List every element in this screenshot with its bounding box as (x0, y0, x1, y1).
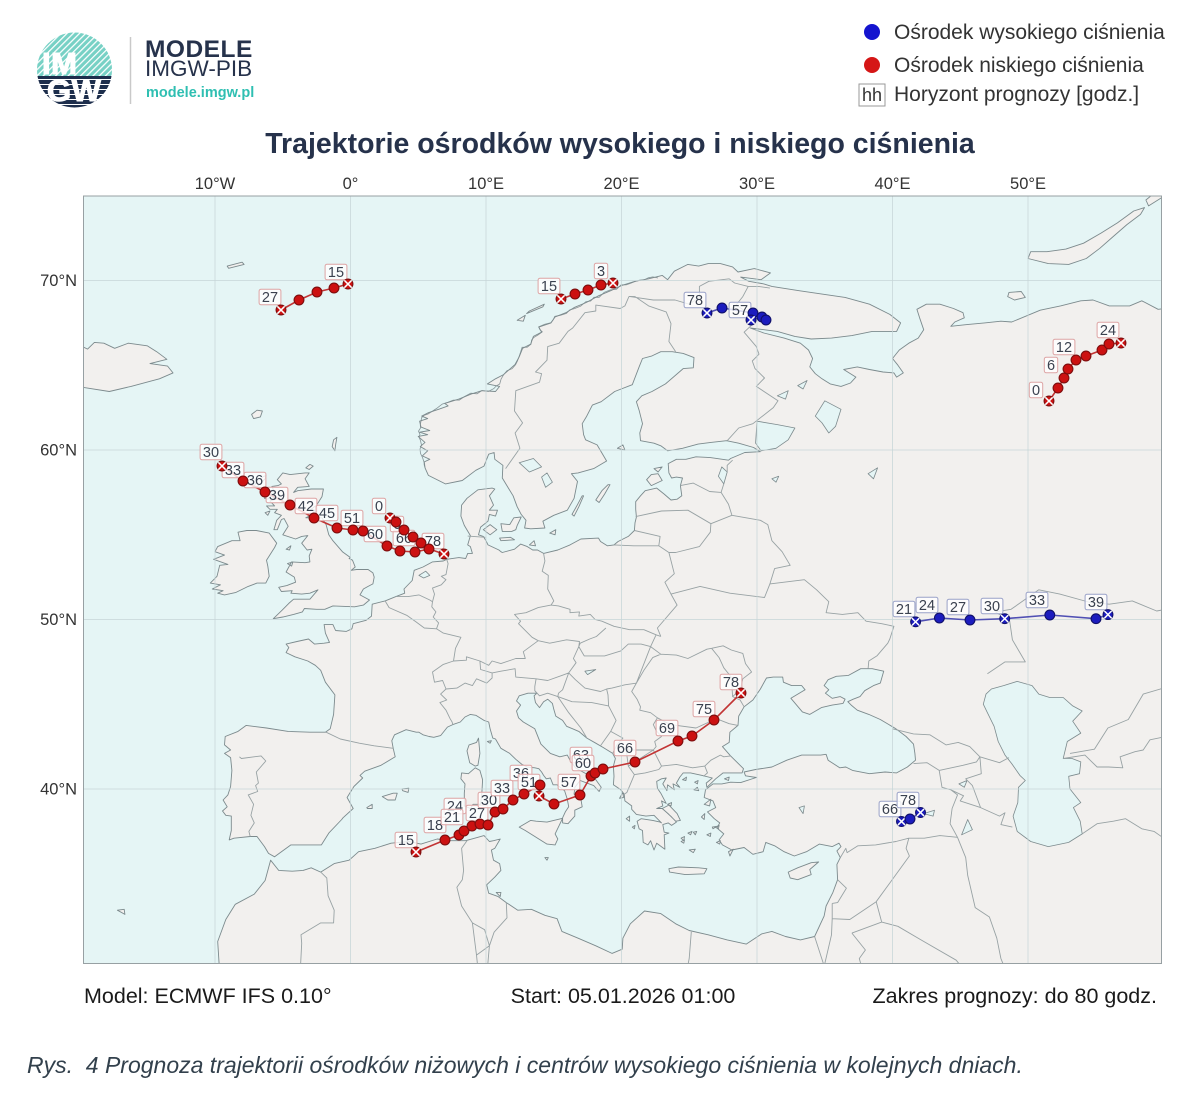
svg-text:10°W: 10°W (195, 175, 236, 193)
svg-text:66: 66 (882, 802, 898, 818)
svg-text:Start: 05.01.2026 01:00: Start: 05.01.2026 01:00 (511, 984, 736, 1008)
svg-text:39: 39 (1088, 595, 1104, 611)
svg-text:40°N: 40°N (40, 781, 77, 799)
svg-text:57: 57 (561, 775, 577, 791)
svg-text:30: 30 (203, 445, 219, 461)
svg-text:60°N: 60°N (40, 442, 77, 460)
svg-text:60: 60 (575, 756, 591, 772)
svg-text:50°N: 50°N (40, 611, 77, 629)
svg-text:51: 51 (521, 775, 537, 791)
svg-text:27: 27 (469, 806, 485, 822)
svg-text:GW: GW (47, 73, 102, 108)
svg-text:42: 42 (298, 499, 314, 515)
svg-text:Model: ECMWF IFS 0.10°: Model: ECMWF IFS 0.10° (84, 984, 332, 1008)
svg-text:Zakres prognozy: do 80 godz.: Zakres prognozy: do 80 godz. (873, 984, 1157, 1008)
svg-text:IM: IM (42, 46, 77, 81)
svg-text:30: 30 (984, 599, 1000, 615)
svg-text:45: 45 (319, 506, 335, 522)
svg-text:Horyzont prognozy [godz.]: Horyzont prognozy [godz.] (894, 83, 1139, 106)
svg-text:40°E: 40°E (875, 175, 911, 193)
svg-text:36: 36 (247, 473, 263, 489)
svg-text:33: 33 (1029, 593, 1045, 609)
svg-text:78: 78 (687, 293, 703, 309)
svg-text:69: 69 (659, 721, 675, 737)
svg-text:57: 57 (732, 303, 748, 319)
svg-text:0: 0 (1032, 383, 1040, 399)
svg-text:hh: hh (862, 85, 882, 105)
svg-text:12: 12 (1056, 340, 1072, 356)
svg-text:6: 6 (1047, 358, 1055, 374)
svg-text:39: 39 (269, 488, 285, 504)
svg-text:15: 15 (328, 265, 344, 281)
svg-text:15: 15 (541, 279, 557, 295)
svg-text:0°: 0° (343, 175, 359, 193)
svg-text:MODELE: MODELE (145, 36, 253, 63)
svg-text:78: 78 (723, 675, 739, 691)
svg-text:15: 15 (398, 833, 414, 849)
svg-text:Rys. 4 Prognoza trajektorii o: Rys. 4 Prognoza trajektorii ośrodków niż… (27, 1052, 1023, 1078)
svg-text:21: 21 (444, 810, 460, 826)
svg-text:modele.imgw.pl: modele.imgw.pl (146, 85, 254, 101)
svg-text:Ośrodek wysokiego ciśnienia: Ośrodek wysokiego ciśnienia (894, 21, 1165, 44)
svg-text:24: 24 (919, 598, 935, 614)
svg-text:3: 3 (597, 264, 605, 280)
svg-text:Ośrodek niskiego ciśnienia: Ośrodek niskiego ciśnienia (894, 54, 1144, 77)
svg-text:33: 33 (225, 463, 241, 479)
svg-text:0: 0 (375, 499, 383, 515)
svg-text:18: 18 (427, 818, 443, 834)
svg-text:70°N: 70°N (40, 272, 77, 290)
svg-text:IMGW-PIB: IMGW-PIB (145, 56, 252, 81)
svg-text:20°E: 20°E (604, 175, 640, 193)
svg-text:51: 51 (344, 511, 360, 527)
svg-text:30°E: 30°E (739, 175, 775, 193)
svg-text:78: 78 (900, 793, 916, 809)
svg-text:27: 27 (262, 290, 278, 306)
svg-text:66: 66 (617, 741, 633, 757)
svg-text:75: 75 (696, 702, 712, 718)
svg-text:30: 30 (481, 793, 497, 809)
svg-text:60: 60 (367, 527, 383, 543)
svg-text:21: 21 (896, 602, 912, 618)
svg-text:50°E: 50°E (1010, 175, 1046, 193)
svg-text:Trajektorie ośrodków wysokiego: Trajektorie ośrodków wysokiego i niskieg… (265, 128, 976, 160)
svg-text:10°E: 10°E (468, 175, 504, 193)
svg-text:27: 27 (950, 600, 966, 616)
svg-text:24: 24 (1100, 323, 1116, 339)
svg-text:33: 33 (494, 781, 510, 797)
